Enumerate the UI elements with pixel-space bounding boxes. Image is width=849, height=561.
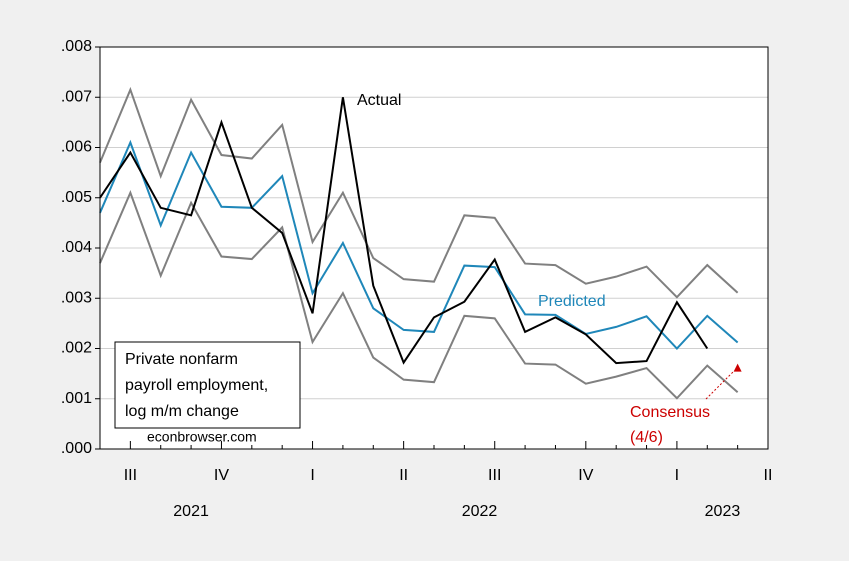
series-label: Predicted bbox=[538, 293, 606, 310]
y-tick-label: .007 bbox=[61, 88, 92, 105]
x-tick-label: IV bbox=[214, 467, 229, 484]
legend-box bbox=[114, 341, 301, 429]
y-tick-label: .004 bbox=[61, 239, 92, 256]
source: econbrowser.com bbox=[147, 429, 257, 445]
series-line bbox=[99, 86, 739, 299]
consensus-label: (4/6) bbox=[630, 429, 663, 446]
series-line bbox=[99, 190, 739, 400]
x-tick-label: IV bbox=[578, 467, 593, 484]
y-tick-label: .003 bbox=[61, 289, 92, 306]
year-label: 2022 bbox=[462, 503, 498, 520]
consensus-label: Consensus bbox=[630, 404, 710, 421]
consensus-marker bbox=[733, 363, 742, 372]
y-tick-label: .006 bbox=[61, 139, 92, 156]
year-label: 2023 bbox=[705, 503, 741, 520]
x-tick-label: I bbox=[310, 467, 314, 484]
y-tick-label: .001 bbox=[61, 390, 92, 407]
y-tick-label: .002 bbox=[61, 340, 92, 357]
x-tick-label: II bbox=[399, 467, 408, 484]
box-text: log m/m change bbox=[125, 403, 239, 420]
box-text: Private nonfarm bbox=[125, 351, 238, 368]
x-tick-label: III bbox=[488, 467, 501, 484]
y-tick-label: .000 bbox=[61, 440, 92, 457]
x-tick-label: I bbox=[675, 467, 679, 484]
x-tick-label: II bbox=[764, 467, 773, 484]
box-text: payroll employment, bbox=[125, 377, 268, 394]
year-label: 2021 bbox=[173, 503, 209, 520]
series-line bbox=[99, 97, 709, 365]
series-line bbox=[99, 139, 739, 350]
x-tick-label: III bbox=[124, 467, 137, 484]
series-label: Actual bbox=[357, 92, 401, 109]
y-tick-label: .005 bbox=[61, 189, 92, 206]
y-tick-label: .008 bbox=[61, 38, 92, 55]
